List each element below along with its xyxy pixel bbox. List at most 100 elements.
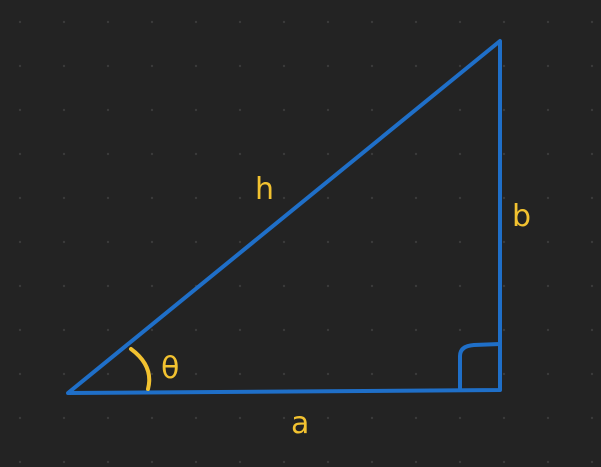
grid-dot (18, 152, 22, 156)
grid-dot (282, 196, 286, 200)
grid-dot (502, 64, 506, 68)
grid-dot (62, 460, 66, 464)
dot-grid (18, 20, 594, 464)
grid-dot (62, 196, 66, 200)
grid-dot (150, 416, 154, 420)
grid-dot (590, 460, 594, 464)
grid-dot (590, 284, 594, 288)
grid-dot (590, 328, 594, 332)
grid-dot (370, 328, 374, 332)
grid-dot (238, 416, 242, 420)
grid-dot (546, 416, 550, 420)
grid-dot (590, 372, 594, 376)
grid-dot (150, 328, 154, 332)
grid-dot (590, 20, 594, 24)
grid-dot (370, 196, 374, 200)
grid-dot (62, 240, 66, 244)
grid-dot (370, 108, 374, 112)
grid-dot (546, 20, 550, 24)
grid-dot (62, 416, 66, 420)
grid-dot (194, 240, 198, 244)
grid-dot (458, 240, 462, 244)
grid-dot (18, 372, 22, 376)
grid-dot (150, 196, 154, 200)
grid-dot (238, 20, 242, 24)
grid-dot (370, 372, 374, 376)
grid-dot (546, 240, 550, 244)
grid-dot (106, 240, 110, 244)
grid-dot (106, 284, 110, 288)
grid-dot (106, 460, 110, 464)
grid-dot (326, 328, 330, 332)
grid-dot (282, 64, 286, 68)
grid-dot (414, 196, 418, 200)
grid-dot (238, 284, 242, 288)
grid-dot (18, 108, 22, 112)
grid-dot (194, 20, 198, 24)
grid-dot (502, 416, 506, 420)
grid-dot (18, 416, 22, 420)
grid-dot (326, 460, 330, 464)
grid-dot (18, 240, 22, 244)
grid-dot (502, 108, 506, 112)
grid-dot (590, 416, 594, 420)
grid-dot (150, 152, 154, 156)
grid-dot (282, 20, 286, 24)
grid-dot (414, 328, 418, 332)
grid-dot (326, 108, 330, 112)
grid-dot (326, 152, 330, 156)
grid-dot (458, 460, 462, 464)
grid-dot (546, 284, 550, 288)
grid-dot (370, 284, 374, 288)
grid-dot (458, 64, 462, 68)
grid-dot (502, 196, 506, 200)
grid-dot (502, 240, 506, 244)
grid-dot (106, 20, 110, 24)
grid-dot (18, 460, 22, 464)
grid-dot (414, 460, 418, 464)
grid-dot (18, 328, 22, 332)
grid-dot (238, 240, 242, 244)
grid-dot (370, 460, 374, 464)
grid-dot (546, 108, 550, 112)
grid-dot (326, 240, 330, 244)
grid-dot (502, 372, 506, 376)
grid-dot (458, 20, 462, 24)
adjacent-label: a (291, 406, 309, 441)
grid-dot (106, 416, 110, 420)
grid-dot (458, 328, 462, 332)
grid-dot (238, 152, 242, 156)
grid-dot (326, 64, 330, 68)
grid-dot (238, 108, 242, 112)
grid-dot (414, 20, 418, 24)
grid-dot (150, 284, 154, 288)
grid-dot (326, 20, 330, 24)
grid-dot (106, 328, 110, 332)
grid-dot (590, 108, 594, 112)
hypotenuse-label: h (255, 172, 274, 207)
grid-dot (414, 372, 418, 376)
grid-dot (370, 64, 374, 68)
grid-dot (590, 64, 594, 68)
grid-dot (458, 416, 462, 420)
grid-dot (414, 240, 418, 244)
grid-dot (194, 416, 198, 420)
grid-dot (106, 108, 110, 112)
grid-dot (458, 108, 462, 112)
grid-dot (106, 196, 110, 200)
grid-dot (590, 152, 594, 156)
grid-dot (282, 152, 286, 156)
grid-dot (546, 196, 550, 200)
grid-dot (370, 416, 374, 420)
grid-dot (18, 20, 22, 24)
grid-dot (150, 20, 154, 24)
grid-dot (150, 460, 154, 464)
grid-dot (150, 372, 154, 376)
grid-dot (62, 372, 66, 376)
grid-dot (414, 152, 418, 156)
grid-dot (194, 64, 198, 68)
grid-dot (546, 328, 550, 332)
grid-dot (150, 108, 154, 112)
grid-dot (414, 284, 418, 288)
grid-dot (458, 284, 462, 288)
